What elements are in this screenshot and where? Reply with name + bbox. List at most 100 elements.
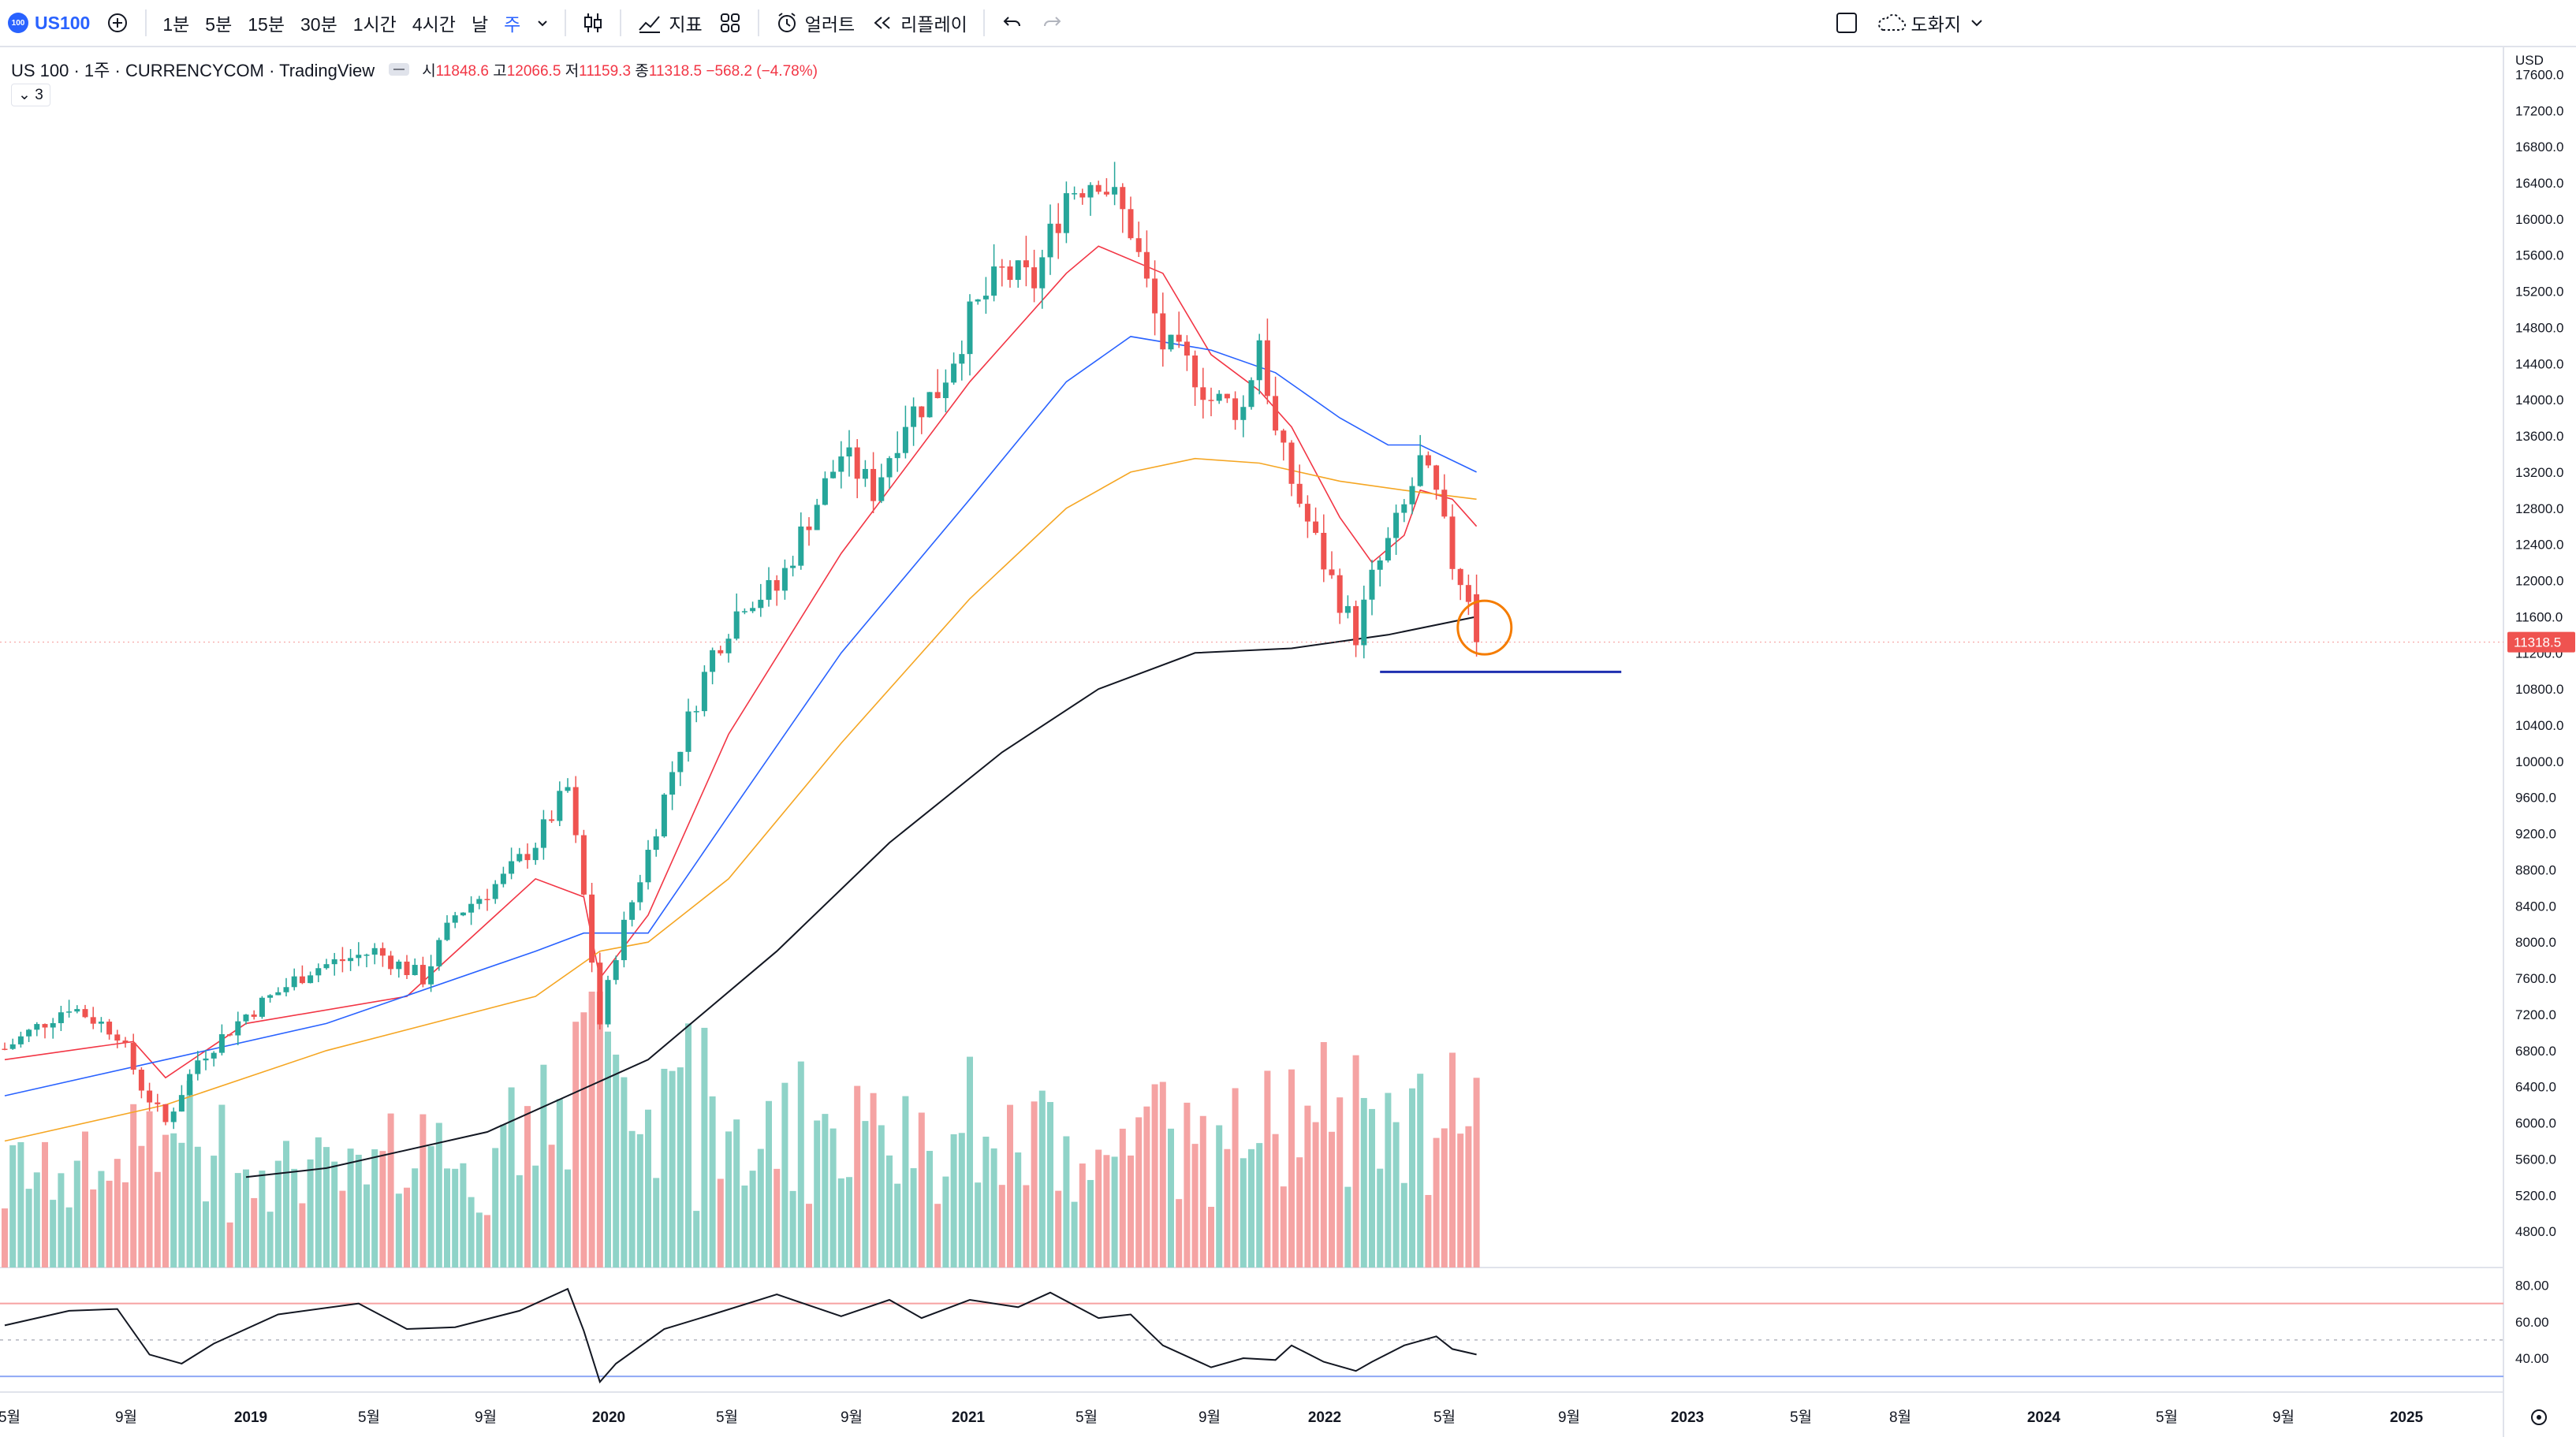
- chart-type-button[interactable]: [574, 0, 612, 46]
- candle-body: [509, 861, 515, 874]
- volume-bar: [274, 1160, 281, 1268]
- settings-gear-icon[interactable]: [2531, 1409, 2547, 1425]
- layout-select-button[interactable]: [1826, 0, 1867, 46]
- volume-bar: [259, 1171, 266, 1268]
- volume-bar: [347, 1148, 354, 1268]
- alert-button[interactable]: 얼러트: [767, 0, 863, 46]
- time-tick: 5월: [1076, 1409, 1098, 1426]
- interval-5[interactable]: 1시간: [352, 14, 397, 35]
- replay-button[interactable]: 리플레이: [863, 0, 975, 46]
- templates-button[interactable]: [710, 0, 750, 46]
- candle-body: [1112, 187, 1118, 195]
- candle-body: [774, 579, 780, 591]
- candle-body: [710, 650, 716, 672]
- candle-body: [1385, 538, 1391, 560]
- volume-bar: [837, 1178, 844, 1268]
- volume-bar: [565, 1169, 571, 1268]
- volume-bar: [967, 1056, 973, 1268]
- indicator-collapse-button[interactable]: ⌄ 3: [11, 84, 50, 106]
- time-tick: 2021: [952, 1409, 986, 1426]
- volume-bar: [1329, 1131, 1335, 1268]
- ma-line-1: [4, 245, 1478, 1079]
- price-tick: 15200.0: [2515, 285, 2563, 300]
- compare-button[interactable]: [98, 0, 137, 46]
- candle-body: [982, 296, 989, 300]
- interval-1[interactable]: 1분: [162, 14, 190, 35]
- volume-bar: [886, 1155, 893, 1268]
- interval-2[interactable]: 5분: [205, 14, 233, 35]
- open-value: 11848.6: [435, 62, 489, 80]
- candle-body: [436, 940, 442, 966]
- candle-body: [211, 1052, 217, 1059]
- volume-bar: [1441, 1128, 1448, 1268]
- volume-bar: [1256, 1143, 1263, 1268]
- volume-bar: [846, 1177, 852, 1268]
- layout-name-label: 도화지: [1911, 14, 1961, 35]
- time-tick: 9월: [1199, 1409, 1221, 1426]
- time-axis[interactable]: 5월 9월 2019 5월 9월 2020 5월 9월 2021 5월 9월 2022 5월 9월 2023…: [0, 1409, 2547, 1426]
- legend-title[interactable]: US 100 · 1주 · CURRENCYCOM · TradingView: [11, 61, 375, 80]
- volume-bar: [1449, 1052, 1456, 1268]
- interval-3[interactable]: 15분: [248, 14, 285, 35]
- volume-bar: [73, 1160, 80, 1268]
- symbol-search[interactable]: 100 US100: [0, 0, 98, 46]
- undo-button[interactable]: [993, 0, 1032, 46]
- close-value: 11318.5: [648, 62, 703, 80]
- volume-bar: [829, 1128, 837, 1268]
- volume-bar: [613, 1054, 620, 1268]
- candle-body: [580, 835, 587, 895]
- price-tick: 16800.0: [2515, 140, 2563, 154]
- volume-bar: [1248, 1148, 1254, 1268]
- interval-8[interactable]: 주: [504, 14, 521, 35]
- volume-bar: [1023, 1185, 1030, 1268]
- layout-name-button[interactable]: 도화지: [1867, 0, 1993, 46]
- candle-body: [1336, 575, 1343, 613]
- candle-body: [331, 959, 337, 965]
- rsi-pane[interactable]: 80.00 60.00 40.00: [0, 1279, 2549, 1384]
- volume-bars: [2, 992, 1480, 1268]
- candle-body: [766, 579, 772, 600]
- price-tick: 7200.0: [2515, 1007, 2556, 1022]
- volume-bar: [170, 1133, 177, 1268]
- candle-body: [1457, 568, 1463, 586]
- candle-body: [894, 452, 900, 459]
- candle-body: [363, 955, 370, 956]
- candle-body: [733, 611, 740, 639]
- volume-bar: [1063, 1136, 1070, 1268]
- drawing-annotations[interactable]: [0, 599, 2503, 673]
- volume-bar: [114, 1159, 121, 1268]
- redo-button[interactable]: [1032, 0, 1072, 46]
- volume-bar: [1151, 1084, 1158, 1268]
- indicators-button[interactable]: 지표: [629, 0, 710, 46]
- candle-body: [1264, 340, 1270, 396]
- time-tick: 5월: [1433, 1409, 1456, 1426]
- candle-body: [323, 964, 330, 969]
- candle-body: [934, 392, 941, 399]
- volume-bar: [444, 1168, 450, 1268]
- candle-body: [114, 1034, 121, 1041]
- volume-bar: [1296, 1157, 1303, 1268]
- interval-6[interactable]: 4시간: [412, 14, 456, 35]
- time-tick: 2024: [2027, 1409, 2061, 1426]
- volume-bar: [452, 1168, 459, 1268]
- candle-body: [122, 1041, 129, 1043]
- top-toolbar: 100 US100 1분 5분 15분 30분 1시간 4시간 날 주 지표 얼러트 리플레이: [0, 0, 2576, 47]
- close-label: 종: [635, 62, 649, 80]
- interval-4[interactable]: 30분: [300, 14, 337, 35]
- interval-dropdown[interactable]: [528, 0, 557, 46]
- ma-line-3: [4, 457, 1477, 1142]
- volume-bar: [1071, 1201, 1078, 1268]
- volume-bar: [588, 992, 595, 1268]
- volume-bar: [1038, 1090, 1046, 1268]
- interval-7[interactable]: 날: [471, 14, 489, 35]
- rsi-tick: 80.00: [2515, 1279, 2549, 1294]
- hide-icon[interactable]: [384, 61, 416, 78]
- volume-bar: [1159, 1081, 1166, 1268]
- candle-body: [9, 1044, 16, 1049]
- volume-bar: [186, 1080, 193, 1268]
- volume-bar: [291, 1168, 298, 1268]
- candle-body: [999, 266, 1005, 268]
- candle-body: [524, 854, 531, 861]
